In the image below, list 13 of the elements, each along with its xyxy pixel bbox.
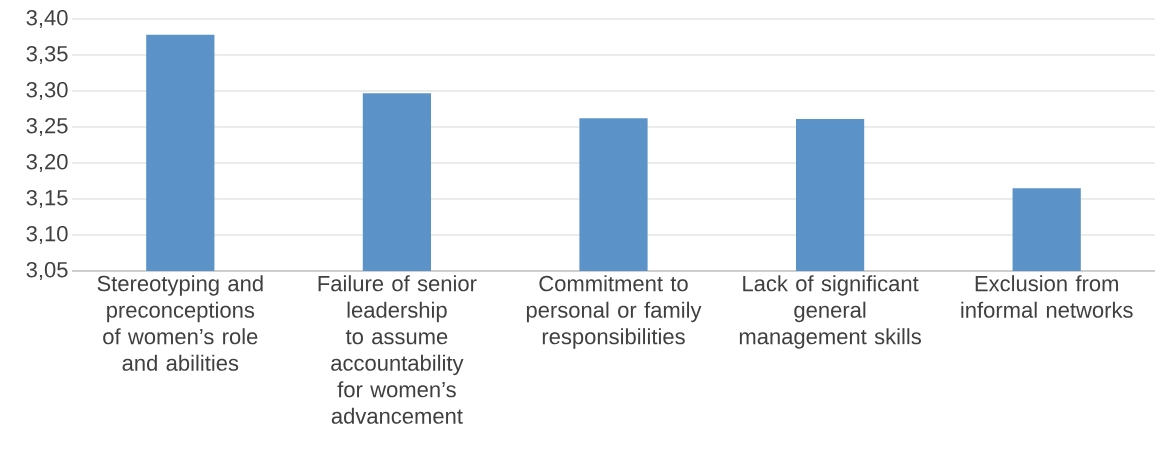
y-tick-label: 3,35	[26, 45, 68, 65]
x-tick-label: Stereotyping and preconceptions of women’s role and abilities	[97, 275, 263, 371]
y-tick-label: 3,15	[26, 189, 68, 209]
y-tick-label: 3,40	[26, 9, 68, 29]
x-tick-label: Lack of significant general management skills	[739, 275, 921, 349]
y-tick-label: 3,30	[26, 81, 68, 101]
y-tick-label: 3,20	[26, 153, 68, 173]
x-tick-label: Exclusion from informal networks	[961, 275, 1133, 318]
y-tick-label: 3,05	[26, 261, 68, 281]
x-tick-label: Commitment to personal or family responsibilities	[526, 275, 702, 349]
y-tick-label: 3,25	[26, 117, 68, 137]
y-tick-label: 3,10	[26, 225, 68, 245]
x-tick-label: Failure of senior leadership to assume accountability for women’s advancement	[318, 275, 477, 424]
